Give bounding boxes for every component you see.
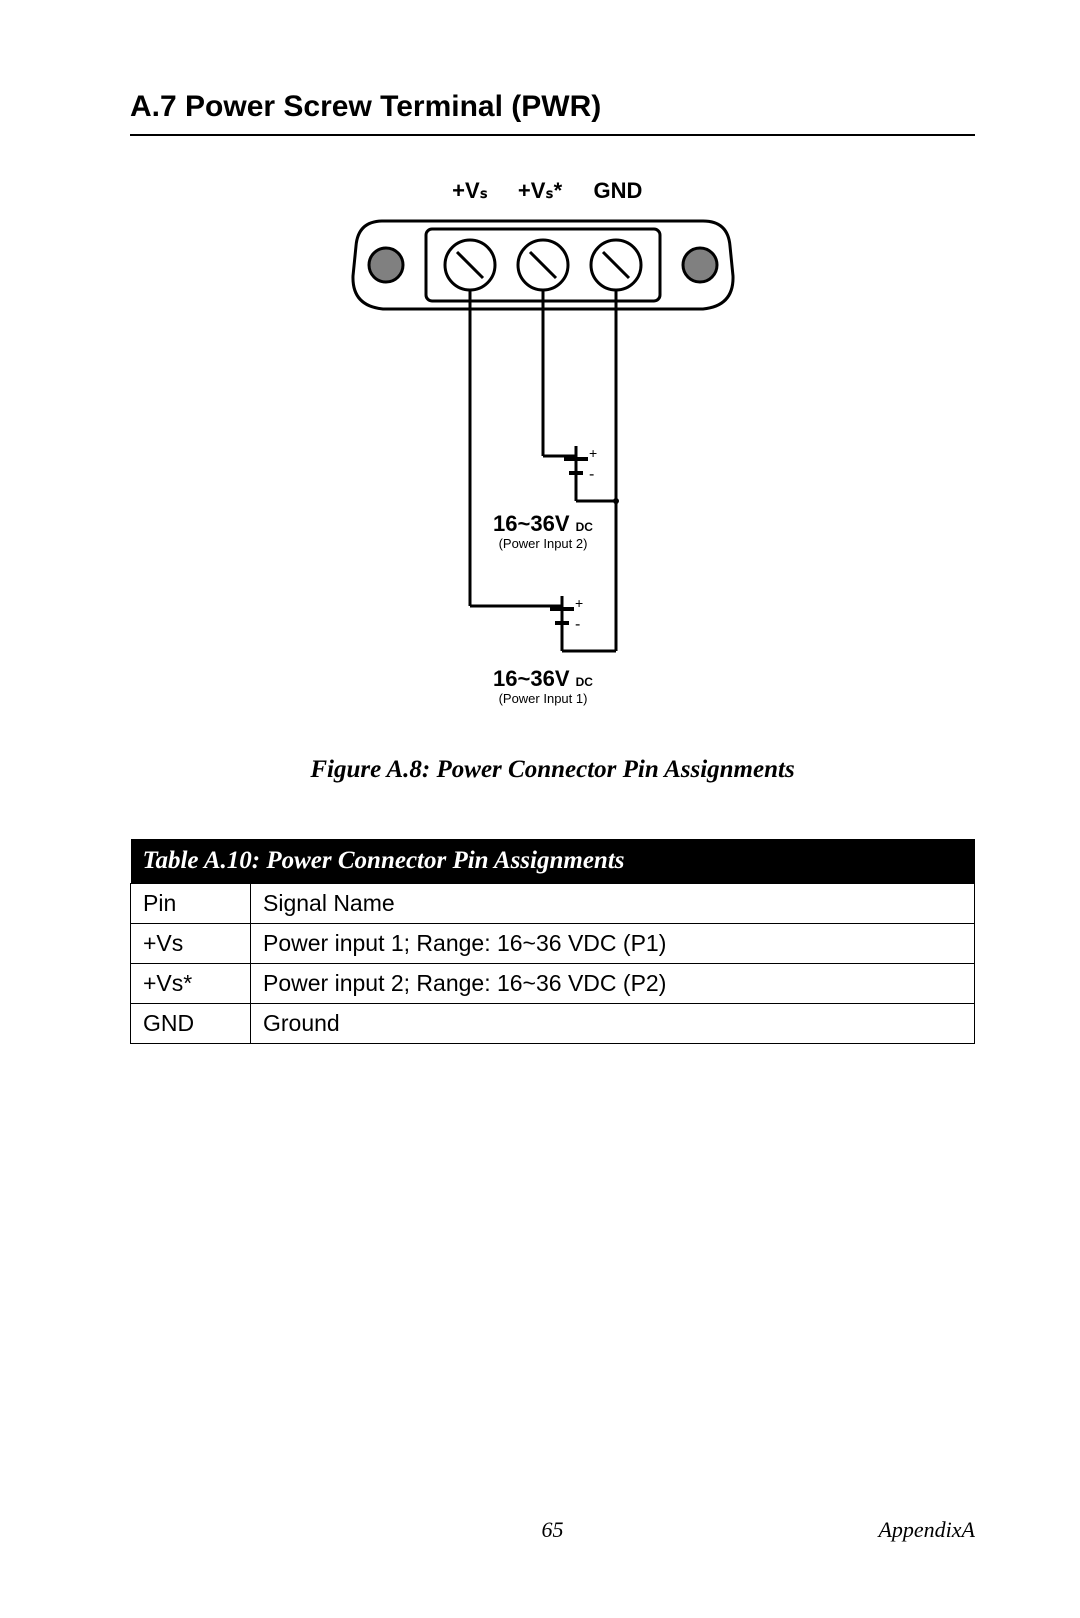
page-number: 65 [130, 1517, 975, 1543]
pin-assignment-table: Table A.10: Power Connector Pin Assignme… [130, 839, 975, 1044]
mount-hole-right [683, 248, 717, 282]
svg-text:-: - [575, 616, 580, 633]
table-title: Table A.10: Power Connector Pin Assignme… [131, 839, 975, 884]
section-rule [130, 134, 975, 136]
cell-signal: Power input 1; Range: 16~36 VDC (P1) [251, 924, 975, 964]
connector-svg: +Vₛ +Vₛ* GND [318, 176, 788, 736]
cell-pin: GND [131, 1004, 251, 1044]
connector-diagram: +Vₛ +Vₛ* GND [130, 176, 975, 736]
appendix-label: AppendixA [878, 1517, 975, 1543]
svg-text:-: - [589, 466, 594, 483]
cell-signal: Ground [251, 1004, 975, 1044]
table-row: +Vs Power input 1; Range: 16~36 VDC (P1) [131, 924, 975, 964]
battery2-caption: (Power Input 1) [498, 691, 587, 706]
table-header-signal: Signal Name [251, 884, 975, 924]
table-header-row: Pin Signal Name [131, 884, 975, 924]
cell-pin: +Vs [131, 924, 251, 964]
mount-hole-left [369, 248, 403, 282]
cell-pin: +Vs* [131, 964, 251, 1004]
battery2-voltage: 16~36V DC [493, 666, 593, 691]
table-header-pin: Pin [131, 884, 251, 924]
pin-label-vs: +Vₛ [452, 178, 488, 203]
section-heading: A.7 Power Screw Terminal (PWR) [130, 90, 975, 124]
figure-caption: Figure A.8: Power Connector Pin Assignme… [130, 756, 975, 784]
battery1-voltage: 16~36V DC [493, 511, 593, 536]
page-footer: 65 AppendixA [130, 1517, 975, 1543]
table-row: +Vs* Power input 2; Range: 16~36 VDC (P2… [131, 964, 975, 1004]
table-row: GND Ground [131, 1004, 975, 1044]
battery-power-input-2: + - [543, 445, 619, 504]
pin-label-gnd: GND [593, 178, 642, 203]
cell-signal: Power input 2; Range: 16~36 VDC (P2) [251, 964, 975, 1004]
pin-label-vs-star: +Vₛ* [517, 178, 562, 203]
battery1-caption: (Power Input 2) [498, 536, 587, 551]
svg-text:+: + [575, 595, 583, 611]
battery-power-input-1: + - [470, 595, 616, 651]
svg-text:+: + [589, 445, 597, 461]
